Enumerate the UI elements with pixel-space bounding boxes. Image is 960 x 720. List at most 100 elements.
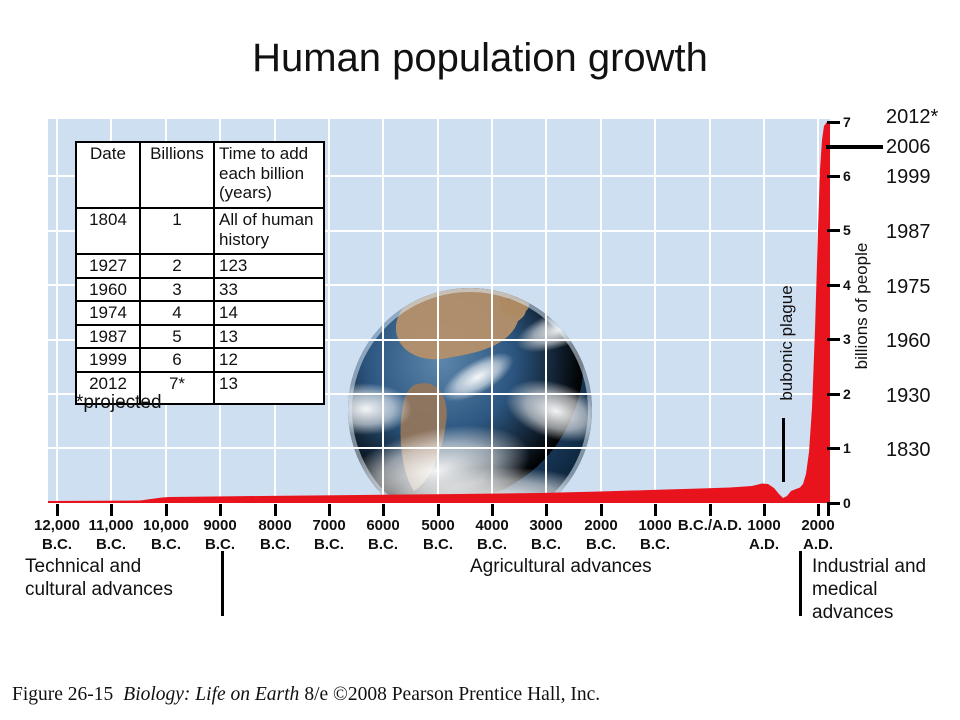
cell-date: 1927 xyxy=(75,253,141,279)
cell-date: 1974 xyxy=(75,300,141,326)
x-axis-label: 12,000 B.C. xyxy=(34,517,80,553)
y-tick-label: 2 xyxy=(843,386,851,402)
x-tick xyxy=(381,504,385,516)
x-axis-label: 4000 B.C. xyxy=(475,517,509,553)
y-tick xyxy=(827,501,840,505)
milestone-year: 1999 xyxy=(886,166,931,188)
cell-date: 2012 xyxy=(75,370,141,405)
milestone-year: 1960 xyxy=(886,330,931,352)
page-title: Human population growth xyxy=(252,36,708,80)
table-row: 1960 3 33 xyxy=(75,276,325,303)
cell-time: 13 xyxy=(213,370,325,405)
x-tick xyxy=(544,504,548,516)
population-milestone-table: Date Billions Time to add each billion (… xyxy=(75,141,325,405)
milestone-year: 2006 xyxy=(886,136,931,158)
y-tick-label: 6 xyxy=(843,168,851,184)
caption-edition-copyright: 8/e ©2008 Pearson Prentice Hall, Inc. xyxy=(304,684,601,705)
x-axis-label: 5000 B.C. xyxy=(421,517,455,553)
cell-billions: 6 xyxy=(139,347,215,373)
table-row: 1987 5 13 xyxy=(75,323,325,350)
milestone-year: 1830 xyxy=(886,439,931,461)
table-row: 2012 7* 13 xyxy=(75,370,325,405)
cell-date: 1804 xyxy=(75,207,141,255)
era-label-technical: Technical and cultural advances xyxy=(25,556,173,600)
era-label-agricultural: Agricultural advances xyxy=(470,556,652,577)
table-header-row: Date Billions Time to add each billion (… xyxy=(75,141,325,209)
bubonic-plague-pointer-line xyxy=(782,418,785,482)
milestone-year: 1930 xyxy=(886,385,931,407)
x-axis-label: 6000 B.C. xyxy=(366,517,400,553)
x-axis-label: 11,000 B.C. xyxy=(88,517,134,553)
col-header-time: Time to add each billion (years) xyxy=(213,141,325,209)
y-tick-label: 4 xyxy=(843,277,851,293)
col-header-date: Date xyxy=(75,141,141,209)
milestone-year: 1987 xyxy=(886,221,931,243)
y-tick-label: 5 xyxy=(843,222,851,238)
x-axis-label: 2000 A.D. xyxy=(801,517,835,553)
bubonic-plague-label: bubonic plague xyxy=(777,285,796,401)
x-tick xyxy=(490,504,494,516)
era-label-industrial: Industrial and medical advances xyxy=(812,556,927,623)
x-tick xyxy=(436,504,440,516)
table-row: 1999 6 12 xyxy=(75,347,325,373)
x-axis-label: 9000 B.C. xyxy=(203,517,237,553)
x-axis-label: B.C./A.D. xyxy=(677,517,743,534)
x-tick xyxy=(653,504,657,516)
y-tick xyxy=(827,338,840,341)
era-divider xyxy=(799,551,802,616)
table-row: 1974 4 14 xyxy=(75,300,325,326)
x-tick xyxy=(109,504,113,516)
x-axis-label: 1000 B.C. xyxy=(638,517,672,553)
x-axis-label: 10,000 B.C. xyxy=(143,517,189,553)
col-header-billions: Billions xyxy=(139,141,215,209)
cell-time: 13 xyxy=(213,323,325,350)
x-tick xyxy=(164,504,168,516)
cell-date: 1987 xyxy=(75,323,141,350)
y-tick-label: 0 xyxy=(843,495,851,511)
table-row: 1927 2 123 xyxy=(75,253,325,279)
caption-figure-number: Figure 26-15 xyxy=(12,684,114,705)
x-axis-label: 1000 A.D. xyxy=(747,517,781,553)
y-tick-label: 1 xyxy=(843,440,851,456)
marker-line-2006 xyxy=(826,145,883,149)
x-tick xyxy=(218,504,222,516)
projected-footnote: *projected xyxy=(76,392,162,413)
y-tick xyxy=(827,174,840,178)
cell-time: 33 xyxy=(213,276,325,303)
y-tick xyxy=(827,283,840,287)
cell-billions: 5 xyxy=(139,323,215,350)
milestone-year: 1975 xyxy=(886,276,931,298)
cell-date: 1960 xyxy=(75,276,141,303)
cell-time: All of human history xyxy=(213,207,325,255)
x-axis-label: 3000 B.C. xyxy=(529,517,563,553)
cell-time: 123 xyxy=(213,253,325,279)
cell-billions: 2 xyxy=(139,253,215,279)
cell-time: 12 xyxy=(213,347,325,373)
x-tick xyxy=(762,504,766,516)
cell-date: 1999 xyxy=(75,347,141,373)
cell-billions: 3 xyxy=(139,276,215,303)
x-axis-label: 2000 B.C. xyxy=(584,517,618,553)
cell-billions: 1 xyxy=(139,207,215,255)
cell-time: 14 xyxy=(213,300,325,326)
x-tick xyxy=(55,504,59,516)
x-axis-label: 7000 B.C. xyxy=(312,517,346,553)
axis-corner-tick xyxy=(827,503,830,516)
y-tick xyxy=(827,392,840,396)
x-tick xyxy=(327,504,331,516)
milestone-year: 2012* xyxy=(886,106,939,128)
population-growth-chart xyxy=(48,119,830,503)
y-tick xyxy=(827,229,840,232)
caption-book-title: Biology: Life on Earth xyxy=(123,684,300,705)
cell-billions: 7* xyxy=(139,370,215,405)
x-tick xyxy=(708,504,712,516)
y-axis-title: billions of people xyxy=(852,242,871,370)
era-divider xyxy=(221,551,224,616)
y-tick xyxy=(827,447,840,450)
x-tick xyxy=(816,504,820,516)
x-tick xyxy=(273,504,277,516)
x-tick xyxy=(599,504,603,516)
cell-billions: 4 xyxy=(139,300,215,326)
figure-caption: Figure 26-15 Biology: Life on Earth 8/e ©2… xyxy=(12,684,600,706)
